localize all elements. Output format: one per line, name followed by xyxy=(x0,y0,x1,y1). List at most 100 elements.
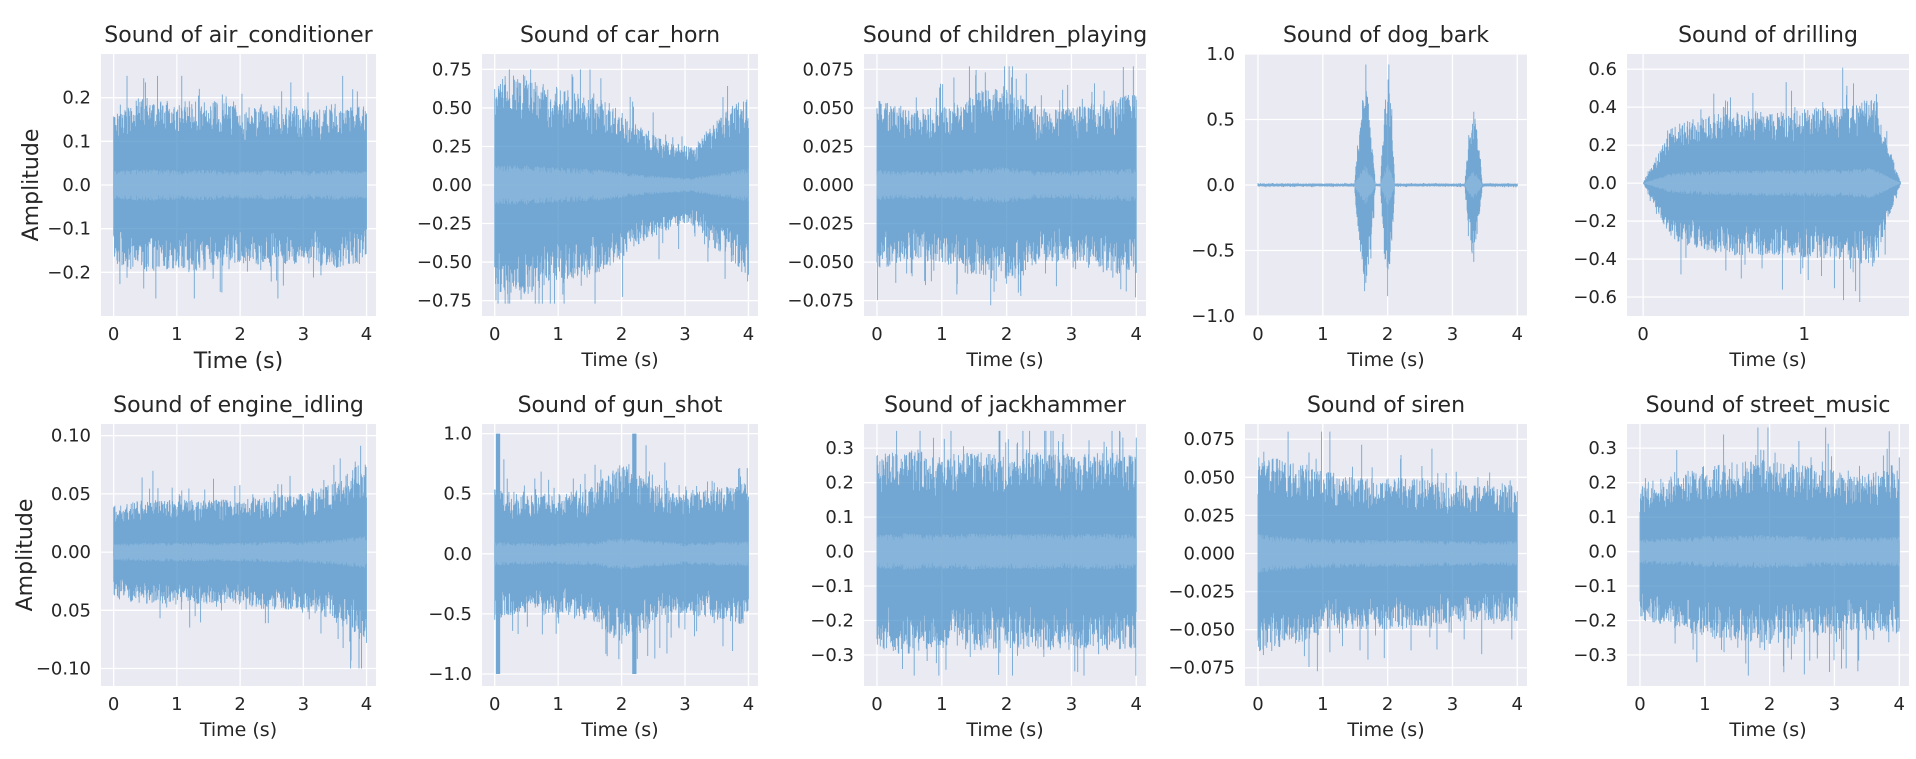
x-tick-label: 2 xyxy=(1382,694,1393,715)
x-axis-label: Time (s) xyxy=(193,349,283,374)
x-axis-label: Time (s) xyxy=(965,349,1043,371)
x-tick-label: 1 xyxy=(552,324,563,345)
y-tick-label: 0.4 xyxy=(1588,97,1617,118)
y-tick-label: 0.1 xyxy=(62,131,91,152)
y-tick-label: 0.10 xyxy=(51,426,91,447)
y-tick-label: −0.75 xyxy=(417,291,472,312)
y-tick-label: 0.2 xyxy=(62,88,91,109)
x-tick-label: 0 xyxy=(108,324,119,345)
subplot-4: 0 1 2 3 4 −1.0 −0.5 0.0 0.5 1.0 Sound of dog_bark T… xyxy=(1191,23,1527,371)
x-tick-label: 3 xyxy=(679,694,690,715)
x-tick-label: 0 xyxy=(1252,694,1263,715)
y-tick-label: 1.0 xyxy=(1206,44,1235,65)
x-tick-label: 4 xyxy=(1131,694,1142,715)
y-axis-label: Amplitude xyxy=(19,129,44,242)
x-tick-label: 2 xyxy=(1764,694,1775,715)
y-tick-label: 0.025 xyxy=(802,136,854,157)
x-tick-label: 4 xyxy=(361,324,372,345)
subplot-title: Sound of jackhammer xyxy=(884,393,1127,418)
y-tick-label: 0.2 xyxy=(1588,135,1617,156)
x-tick-label: 4 xyxy=(1512,694,1523,715)
x-tick-label: 0 xyxy=(489,694,500,715)
y-tick-label: 0.0 xyxy=(1588,542,1617,563)
waveform-core xyxy=(494,538,749,570)
y-tick-label: 0.5 xyxy=(1206,110,1235,131)
x-tick-label: 2 xyxy=(616,694,627,715)
x-tick-label: 4 xyxy=(743,694,754,715)
y-tick-label: −0.025 xyxy=(1168,582,1235,603)
x-tick-label: 2 xyxy=(234,324,245,345)
x-tick-label: 2 xyxy=(234,694,245,715)
y-tick-label: −0.2 xyxy=(1573,611,1617,632)
x-tick-label: 1 xyxy=(1799,324,1810,345)
x-tick-label: 3 xyxy=(1066,694,1077,715)
x-tick-label: 0 xyxy=(1252,324,1263,345)
subplot-9: 0 1 2 3 4 −0.075 −0.050 −0.025 0.000 0.025 0.050 0.… xyxy=(1168,393,1527,741)
waveform-core xyxy=(1257,534,1518,573)
y-tick-label: 0.0 xyxy=(443,544,472,565)
subplot-2: 0 1 2 3 4 −0.75 −0.50 −0.25 0.00 0.25 0.50 0.75 Soun… xyxy=(417,23,758,371)
y-tick-label: −1.0 xyxy=(428,664,472,685)
x-tick-label: 0 xyxy=(871,694,882,715)
y-tick-label: 0.0 xyxy=(62,175,91,196)
y-tick-label: −0.50 xyxy=(417,252,472,273)
y-tick-label: 0.0 xyxy=(1206,175,1235,196)
x-tick-label: 3 xyxy=(1066,324,1077,345)
x-tick-label: 1 xyxy=(1317,694,1328,715)
x-tick-label: 4 xyxy=(1512,324,1523,345)
y-tick-label: −0.3 xyxy=(1573,645,1617,666)
waveform-core xyxy=(113,536,367,568)
y-tick-label: −0.3 xyxy=(810,645,854,666)
y-tick-label: −0.025 xyxy=(787,214,854,235)
subplot-title: Sound of air_conditioner xyxy=(104,23,373,48)
x-tick-label: 4 xyxy=(743,324,754,345)
y-tick-label: 0.3 xyxy=(1588,438,1617,459)
y-tick-label: 0.050 xyxy=(1183,467,1235,488)
x-tick-label: 4 xyxy=(1894,694,1905,715)
y-tick-label: 0.50 xyxy=(432,98,472,119)
waveform-core xyxy=(1639,534,1900,569)
x-tick-label: 3 xyxy=(298,324,309,345)
y-tick-label: −0.075 xyxy=(1168,658,1235,679)
subplot-3: 0 1 2 3 4 −0.075 −0.050 −0.025 0.000 0.025 0.050 0.… xyxy=(787,23,1147,371)
x-tick-label: 4 xyxy=(361,694,372,715)
y-tick-label: −0.050 xyxy=(787,252,854,273)
x-tick-label: 1 xyxy=(171,694,182,715)
y-tick-label: 0.050 xyxy=(802,98,854,119)
x-tick-label: 0 xyxy=(871,324,882,345)
waveform-core xyxy=(876,167,1137,203)
subplot-title: Sound of dog_bark xyxy=(1283,23,1489,48)
y-tick-label: 0.75 xyxy=(432,59,472,80)
x-tick-label: 2 xyxy=(1382,324,1393,345)
subplot-7: 0 1 2 3 4 −1.0 −0.5 0.0 0.5 1.0 Sound of gun_shot T… xyxy=(428,393,758,741)
y-tick-label: 0.000 xyxy=(802,175,854,196)
x-tick-label: 0 xyxy=(1634,694,1645,715)
x-tick-label: 0 xyxy=(489,324,500,345)
subplot-title: Sound of engine_idling xyxy=(113,393,364,418)
y-tick-label: 0.05 xyxy=(51,600,91,621)
y-tick-label: 0.2 xyxy=(825,473,854,494)
y-tick-label: −0.4 xyxy=(1573,249,1617,270)
y-tick-label: −0.050 xyxy=(1168,620,1235,641)
waveform-core xyxy=(494,165,749,205)
y-tick-label: −0.1 xyxy=(810,576,854,597)
y-tick-label: 1.0 xyxy=(443,424,472,445)
subplot-title: Sound of siren xyxy=(1307,393,1465,418)
y-tick-label: −0.10 xyxy=(36,659,91,680)
x-tick-label: 3 xyxy=(1447,694,1458,715)
y-tick-label: −0.25 xyxy=(417,214,472,235)
subplot-title: Sound of children_playing xyxy=(863,23,1147,48)
x-tick-label: 4 xyxy=(1131,324,1142,345)
x-tick-label: 2 xyxy=(1001,324,1012,345)
x-tick-label: 1 xyxy=(936,324,947,345)
x-tick-label: 3 xyxy=(1447,324,1458,345)
subplot-5: 0 1 −0.6 −0.4 −0.2 0.0 0.2 0.4 0.6 Sound of drill… xyxy=(1573,23,1909,371)
x-tick-label: 1 xyxy=(171,324,182,345)
waveform-core xyxy=(1257,165,1518,205)
subplot-1: 0 1 2 3 4 −0.2 −0.1 0.0 0.1 0.2 Sound of air_condi… xyxy=(19,23,376,374)
subplot-10: 0 1 2 3 4 −0.3 −0.2 −0.1 0.0 0.1 0.2 0.3 Sound of st… xyxy=(1573,393,1909,741)
y-tick-label: −0.075 xyxy=(787,291,854,312)
y-tick-label: −0.1 xyxy=(47,219,91,240)
y-tick-label: −0.2 xyxy=(810,611,854,632)
